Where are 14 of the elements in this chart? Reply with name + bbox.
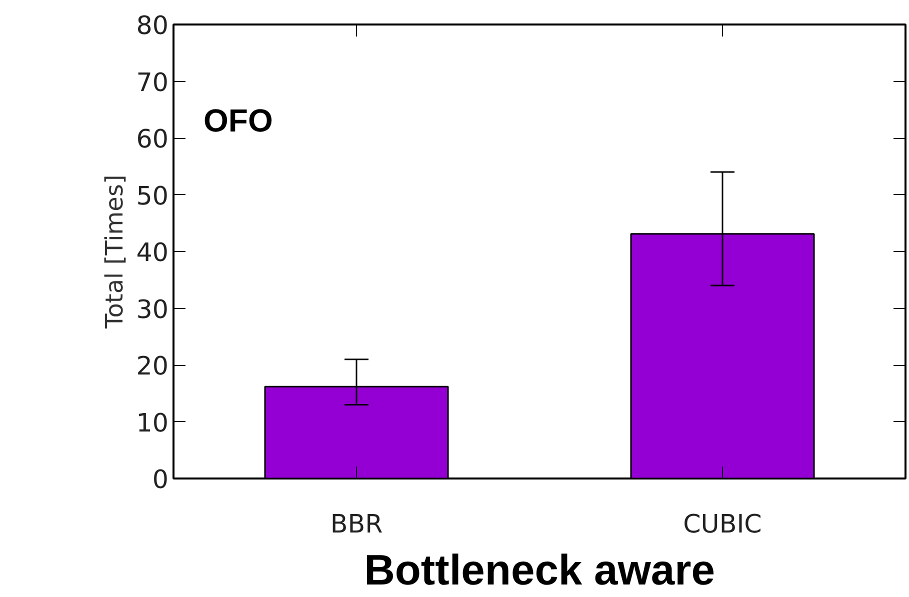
y-tick-label: 60 xyxy=(136,124,169,154)
x-tick-label: BBR xyxy=(330,508,383,538)
y-tick-label: 50 xyxy=(136,180,169,210)
y-tick-label: 70 xyxy=(136,66,169,97)
y-tick-label: 20 xyxy=(136,350,169,380)
y-tick-label: 0 xyxy=(152,464,169,494)
y-axis-title: Total [Times] xyxy=(100,174,128,330)
annotation: OFO xyxy=(204,102,273,138)
y-tick-label: 30 xyxy=(136,294,169,324)
y-tick-label: 40 xyxy=(136,237,169,267)
x-axis-title: Bottleneck aware xyxy=(364,546,715,594)
y-tick-label: 80 xyxy=(136,10,169,40)
y-tick-label: 10 xyxy=(136,407,169,438)
x-tick-label: CUBIC xyxy=(683,508,762,538)
